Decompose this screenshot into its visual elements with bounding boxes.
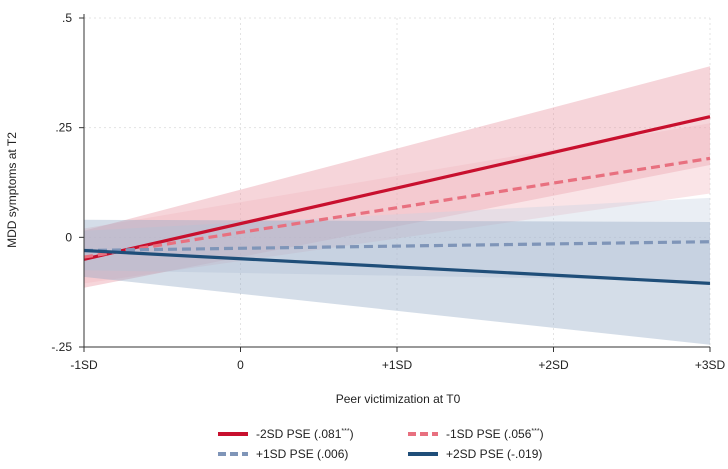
x-tick-label: +3SD [695, 358, 726, 372]
y-axis-title: MDD symptoms at T2 [5, 132, 19, 248]
legend-label-main: +1SD PSE (.006) [256, 447, 349, 461]
legend-label-main: -1SD PSE (.056 [446, 427, 532, 441]
legend-label: -2SD PSE (.081***) [256, 427, 354, 441]
ci-band-series-2 [84, 123, 710, 284]
legend-item-3: +1SD PSE (.006) [218, 445, 348, 463]
legend-swatch [218, 432, 248, 436]
y-tick-label: 0 [65, 230, 72, 244]
x-axis-title: Peer victimization at T0 [336, 392, 461, 406]
legend-label-main: +2SD PSE (-.019) [446, 447, 543, 461]
legend-label-end: ) [539, 427, 544, 441]
y-tick-label: .25 [55, 121, 72, 135]
y-tick-label: .5 [62, 11, 72, 25]
legend-label-superscript: *** [531, 428, 540, 435]
y-tick-label: -.25 [51, 340, 72, 354]
legend-item-4: +2SD PSE (-.019) [408, 445, 542, 463]
legend-item-1: -2SD PSE (.081***) [218, 425, 354, 443]
legend-label-main: -2SD PSE (.081 [256, 427, 342, 441]
x-tick-label: +2SD [538, 358, 569, 372]
legend: -2SD PSE (.081***) -1SD PSE (.056***) +1SD… [218, 425, 578, 465]
series-line-1 [83, 115, 711, 261]
legend-label: -1SD PSE (.056***) [446, 427, 544, 441]
axis-layer: -1SD 0 +1SD +2SD +3SD .5 .25 0 -.25 [51, 11, 725, 372]
legend-swatch [218, 452, 248, 456]
legend-item-2: -1SD PSE (.056***) [408, 425, 544, 443]
x-tick-label: 0 [237, 358, 244, 372]
series-line-3 [83, 240, 711, 253]
legend-label: +2SD PSE (-.019) [446, 447, 542, 461]
legend-swatch [408, 452, 438, 456]
legend-label-end: ) [349, 427, 354, 441]
x-tick-label: +1SD [382, 358, 413, 372]
series-line-2 [83, 156, 711, 259]
x-tick-label: -1SD [70, 358, 98, 372]
legend-label: +1SD PSE (.006) [256, 447, 348, 461]
ci-band-series-4 [84, 219, 710, 345]
legend-label-superscript: *** [341, 428, 350, 435]
legend-swatch [408, 432, 438, 436]
series-line-layer [83, 115, 711, 285]
ci-band-series-3 [84, 197, 710, 282]
series-line-4 [83, 248, 711, 285]
